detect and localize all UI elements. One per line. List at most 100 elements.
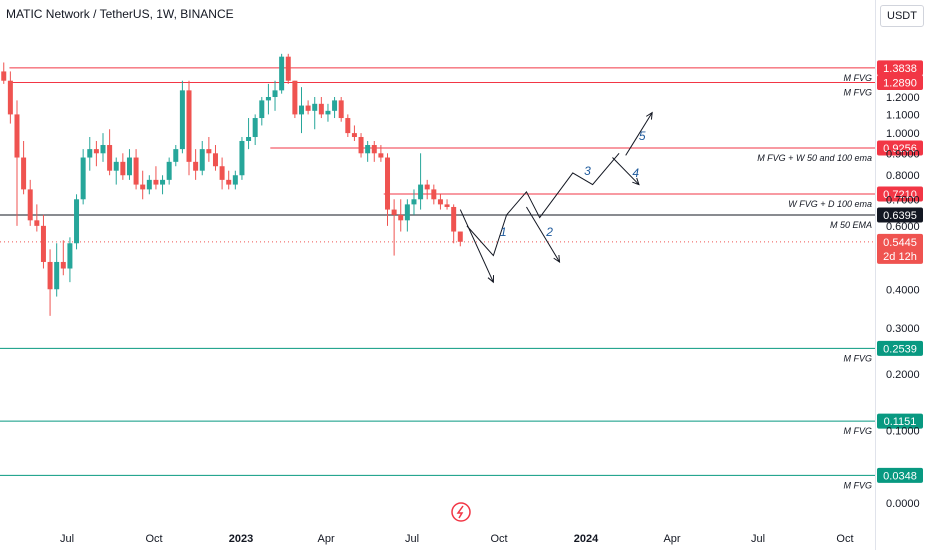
candle-down: [193, 161, 199, 171]
candle-down: [351, 133, 357, 138]
level-note: M 50 EMA: [830, 220, 872, 230]
candle-down: [424, 184, 430, 190]
candle-up: [332, 100, 338, 111]
candle-up: [179, 90, 185, 150]
price-label-box: [877, 207, 923, 223]
time-tick-label: Jul: [751, 533, 765, 545]
candle-up: [87, 149, 93, 158]
candle-up: [67, 243, 73, 269]
price-label: 0.6395: [883, 210, 917, 222]
candle-down: [1, 71, 7, 81]
price-label-box: [877, 340, 923, 356]
wave-label: 4: [632, 166, 639, 180]
candle-down: [444, 204, 450, 207]
last-price-label: 0.5445: [883, 237, 917, 249]
candle-down: [358, 137, 364, 154]
projection-arrow: [526, 206, 560, 263]
price-tick-label: 0.3000: [886, 323, 920, 335]
chart-title: MATIC Network / TetherUS, 1W, BINANCE: [6, 7, 234, 21]
candle-up: [259, 100, 265, 119]
price-label-box: [877, 74, 923, 90]
time-tick-label: 2023: [229, 533, 253, 545]
price-label-box: [877, 60, 923, 76]
price-label: 0.7210: [883, 189, 917, 201]
price-tick-label: 0.7000: [886, 194, 920, 206]
candle-down: [285, 56, 291, 81]
candle-up: [312, 103, 318, 111]
candle-down: [21, 157, 27, 190]
price-label: 1.3838: [883, 63, 917, 75]
candle-down: [7, 80, 13, 115]
wave-label: 5: [639, 129, 646, 143]
arrow-head: [645, 111, 653, 120]
candle-down: [305, 105, 311, 111]
candle-down: [206, 149, 212, 154]
candle-down: [451, 206, 457, 232]
time-tick-label: Oct: [145, 533, 162, 545]
price-tick-label: 0.1000: [886, 425, 920, 437]
level-note: M FVG + W 50 and 100 ema: [757, 153, 872, 163]
currency-button[interactable]: USDT: [880, 5, 924, 27]
projection-zigzag: [466, 152, 620, 257]
candle-up: [272, 90, 278, 97]
candle-down: [153, 179, 159, 185]
candle-down: [40, 225, 46, 262]
time-tick-label: Apr: [663, 533, 680, 545]
price-label: 0.2539: [883, 343, 917, 355]
candle-up: [100, 145, 106, 154]
candle-up: [113, 161, 119, 171]
time-tick-label: Oct: [836, 533, 853, 545]
watermark-icon: [451, 502, 471, 522]
candle-down: [378, 153, 384, 158]
price-axis-separator: [875, 0, 876, 550]
candle-down: [338, 100, 344, 119]
candle-up: [80, 157, 86, 200]
candle-down: [371, 145, 377, 154]
level-note: W FVG + D 100 ema: [788, 199, 872, 209]
candle-down: [212, 153, 218, 167]
projection-arrow: [625, 112, 653, 156]
candle-down: [385, 157, 391, 210]
candle-up: [160, 179, 166, 185]
candle-down: [34, 220, 40, 226]
candle-down: [457, 231, 463, 242]
price-label: 0.1151: [884, 416, 917, 428]
time-tick-label: Apr: [318, 533, 335, 545]
level-note: M FVG: [844, 353, 873, 363]
price-label-box: [877, 467, 923, 483]
arrow-head: [487, 275, 495, 284]
candle-up: [252, 118, 258, 138]
candle-up: [365, 145, 371, 154]
candle-down: [27, 189, 33, 221]
time-tick-label: Jul: [60, 533, 74, 545]
candle-down: [14, 114, 20, 158]
price-tick-label: 0.9000: [886, 148, 920, 160]
candle-down: [140, 184, 146, 190]
last-price-box: [877, 233, 923, 264]
candle-down: [219, 166, 225, 180]
candle-up: [54, 261, 60, 290]
price-tick-label: 0.4000: [886, 284, 920, 296]
price-label: 1.2890: [883, 77, 917, 89]
candle-down: [226, 179, 232, 185]
candle-up: [404, 204, 410, 221]
price-tick-label: 1.0000: [886, 128, 920, 140]
candle-down: [133, 157, 139, 185]
candle-up: [279, 56, 285, 91]
price-label: 0.9256: [883, 143, 917, 155]
price-tick-label: 0.0000: [886, 498, 920, 510]
price-tick-label: 0.8000: [886, 170, 920, 182]
candle-down: [186, 90, 192, 162]
level-note: M FVG: [844, 87, 873, 97]
candle-down: [292, 80, 298, 115]
candle-up: [265, 97, 271, 101]
projection-arrow: [459, 209, 494, 283]
candle-up: [199, 149, 205, 171]
candle-up: [411, 199, 417, 205]
wave-label: 2: [545, 225, 553, 239]
wave-label: 3: [584, 164, 591, 178]
wave-label: 1: [500, 225, 507, 239]
level-note: M FVG: [844, 426, 873, 436]
candle-up: [298, 105, 304, 115]
